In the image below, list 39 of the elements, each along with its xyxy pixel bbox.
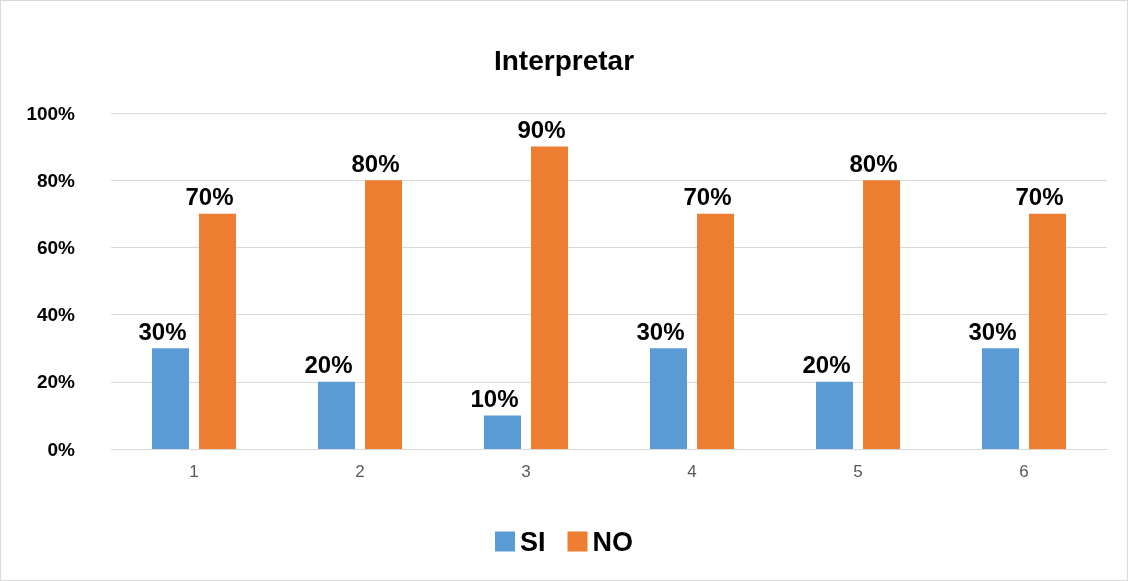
x-tick-label: 5 — [853, 462, 863, 481]
chart-title: Interpretar — [493, 44, 635, 76]
legend-label: SI — [519, 526, 546, 557]
bar — [199, 213, 236, 449]
y-tick-label: 40% — [36, 304, 76, 326]
x-tick-label: 1 — [189, 462, 199, 481]
y-tick-label: 100% — [26, 102, 76, 124]
x-tick-label: 2 — [355, 462, 365, 481]
bar — [697, 213, 734, 449]
bar — [318, 381, 356, 449]
data-label: 70% — [185, 183, 234, 211]
bar — [816, 381, 854, 449]
data-label: 70% — [683, 183, 732, 211]
data-label: 30% — [636, 317, 685, 345]
data-label: 20% — [802, 351, 851, 379]
data-label: 80% — [849, 149, 898, 177]
bar — [365, 180, 402, 449]
data-label: 10% — [470, 384, 519, 412]
legend-label: NO — [592, 526, 634, 557]
data-label: 70% — [1015, 183, 1064, 211]
bar — [650, 348, 688, 449]
bar — [531, 146, 568, 449]
bar — [484, 415, 522, 449]
data-label: 80% — [351, 149, 400, 177]
y-tick-label: 20% — [36, 371, 76, 393]
data-label: 30% — [968, 317, 1017, 345]
y-tick-label: 80% — [36, 169, 76, 191]
bar — [863, 180, 900, 449]
x-tick-label: 3 — [521, 462, 531, 481]
x-tick-label: 6 — [1019, 462, 1029, 481]
data-label: 20% — [304, 351, 353, 379]
y-tick-label: 0% — [47, 438, 76, 460]
data-label: 30% — [138, 317, 187, 345]
y-tick-label: 60% — [36, 236, 76, 258]
bar — [982, 348, 1020, 449]
data-label: 90% — [517, 116, 566, 144]
x-tick-label: 4 — [687, 462, 697, 481]
bar — [152, 348, 190, 449]
bar — [1028, 213, 1066, 449]
